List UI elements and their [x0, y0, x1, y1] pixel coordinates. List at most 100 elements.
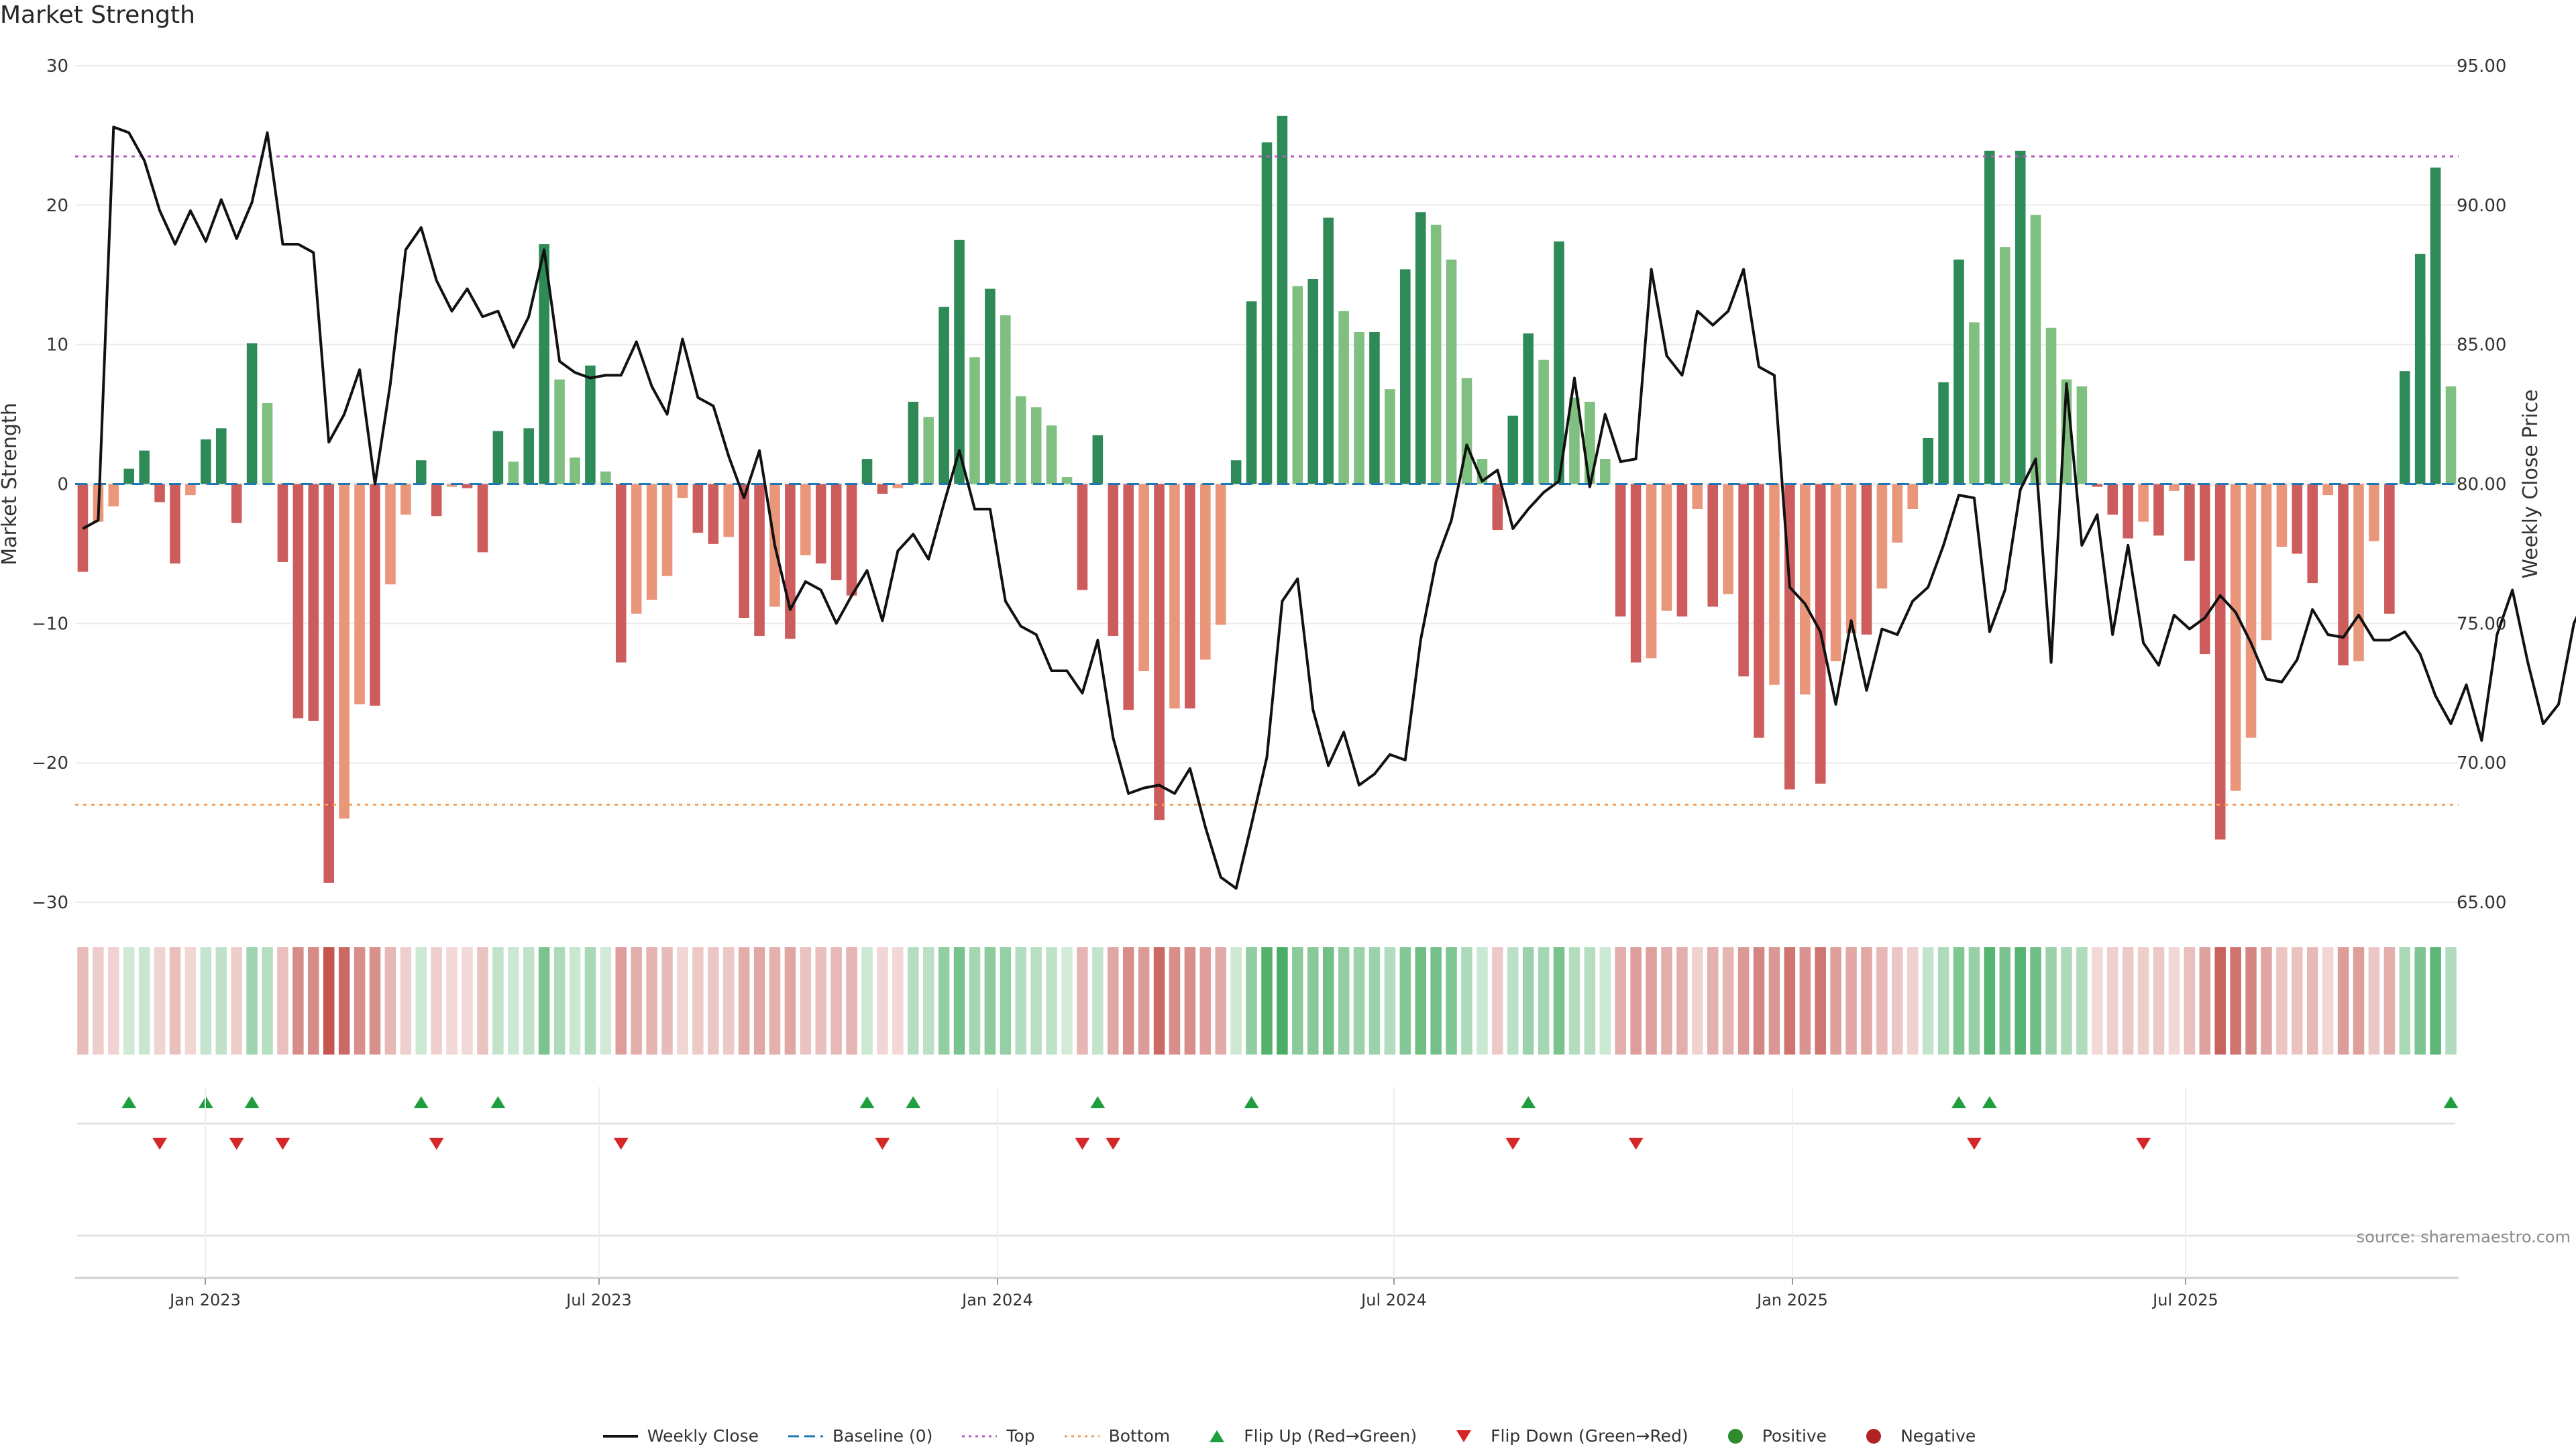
- heatmap-cell: [908, 947, 919, 1055]
- heatmap-cell: [1353, 947, 1365, 1055]
- heatmap-cell: [1430, 947, 1442, 1055]
- legend-label: Positive: [1762, 1426, 1827, 1446]
- strength-bar: [1769, 484, 1780, 685]
- heatmap-cell: [2214, 947, 2226, 1055]
- strength-bar: [1430, 224, 1442, 484]
- strength-bar: [1507, 415, 1519, 484]
- heatmap-cell: [1338, 947, 1350, 1055]
- heatmap-cell: [784, 947, 796, 1055]
- legend-item: Flip Down (Green→Red): [1444, 1426, 1688, 1446]
- strength-bar: [539, 244, 549, 484]
- legend-item: Positive: [1715, 1426, 1827, 1446]
- strength-bar: [2307, 484, 2318, 584]
- legend-label: Flip Down (Green→Red): [1491, 1426, 1688, 1446]
- strength-bar: [1630, 484, 1642, 663]
- strength-bar: [1830, 484, 1841, 661]
- strength-bar: [1754, 484, 1764, 738]
- heatmap-cell: [1169, 947, 1181, 1055]
- strength-bar: [2030, 215, 2041, 484]
- strength-bar: [2138, 484, 2149, 522]
- heatmap-cell: [369, 947, 381, 1055]
- strength-bar: [308, 484, 319, 721]
- heatmap-cell: [2199, 947, 2211, 1055]
- heatmap-cell: [2230, 947, 2241, 1055]
- legend-label: Top: [1006, 1426, 1035, 1446]
- strength-bar: [1123, 484, 1134, 710]
- legend-item: Weekly Close: [600, 1426, 759, 1446]
- x-tick-label: Jan 2023: [168, 1291, 241, 1309]
- heatmap-cell: [1277, 947, 1288, 1055]
- heatmap-cell: [2076, 947, 2088, 1055]
- heatmap-cell: [722, 947, 735, 1055]
- strength-bar: [585, 365, 596, 484]
- heatmap-cell: [538, 947, 550, 1055]
- strength-bar: [1615, 484, 1626, 616]
- heatmap-cell: [215, 947, 227, 1055]
- strength-bar: [262, 402, 273, 484]
- heatmap-cell: [600, 947, 612, 1055]
- heatmap-cell: [446, 947, 458, 1055]
- strength-bar: [846, 484, 857, 596]
- strength-bar: [1523, 333, 1534, 484]
- strength-bar: [1538, 360, 1549, 484]
- heatmap-cell: [1368, 947, 1381, 1055]
- heatmap-cell: [1845, 947, 1857, 1055]
- y-tick-label: 20: [46, 196, 68, 216]
- heatmap-cell: [1292, 947, 1303, 1055]
- strength-bar: [1046, 425, 1057, 484]
- heatmap-cell: [1815, 947, 1826, 1055]
- flip-down-marker: [1106, 1138, 1121, 1150]
- heatmap-cell: [1108, 947, 1119, 1055]
- y2-tick-label: 90.00: [2457, 196, 2506, 216]
- strength-bar: [570, 458, 580, 484]
- weekly-close-line: [82, 125, 2576, 890]
- legend-item: Bottom: [1062, 1426, 1170, 1446]
- strength-bar: [1861, 484, 1872, 635]
- heatmap-cell: [1307, 947, 1319, 1055]
- flip-up-marker: [859, 1096, 875, 1108]
- heatmap-cell: [384, 947, 396, 1055]
- heatmap-cell: [1415, 947, 1426, 1055]
- heatmap-cell: [1461, 947, 1472, 1055]
- heatmap-cell: [2399, 947, 2411, 1055]
- heatmap-cell: [1646, 947, 1657, 1055]
- strength-bar: [2045, 327, 2057, 484]
- heatmap-cell: [1784, 947, 1796, 1055]
- strength-bar: [431, 484, 442, 517]
- strength-bar: [354, 484, 365, 704]
- strength-bar: [1676, 484, 1688, 616]
- flip-down-marker: [429, 1138, 444, 1150]
- heatmap-cell: [1722, 947, 1734, 1055]
- heatmap-cell: [1937, 947, 1949, 1055]
- legend-item: Top: [959, 1426, 1035, 1446]
- strength-bar: [877, 484, 888, 494]
- strength-bar: [1646, 484, 1657, 659]
- strength-bar: [1400, 269, 1411, 484]
- heatmap-cell: [154, 947, 166, 1055]
- strength-bar: [477, 484, 488, 553]
- strength-bar: [1323, 217, 1334, 484]
- strength-bar: [1354, 331, 1364, 484]
- legend-label: Weekly Close: [647, 1426, 759, 1446]
- strength-bar: [815, 484, 826, 564]
- heatmap-cell: [338, 947, 350, 1055]
- heatmap-cell: [892, 947, 904, 1055]
- heatmap-cell: [1584, 947, 1596, 1055]
- axes: 30 95.00 20 90.00 10 85.00 0 80.00 −10 75.00 −20 70…: [0, 56, 2542, 913]
- y2-tick-label: 85.00: [2457, 335, 2506, 356]
- strength-bar: [1077, 484, 1088, 590]
- heatmap-cell: [246, 947, 258, 1055]
- strength-bar: [1108, 484, 1119, 637]
- x-tick-label: Jan 2025: [1756, 1291, 1828, 1309]
- strength-bar: [185, 484, 196, 496]
- flip-up-marker: [906, 1096, 921, 1108]
- strength-bar: [1907, 484, 1919, 509]
- strength-bar: [677, 484, 688, 498]
- strength-bar: [1307, 278, 1319, 484]
- strength-bar: [2076, 386, 2088, 484]
- heatmap-cell: [2245, 947, 2257, 1055]
- heatmap-cell: [323, 947, 335, 1055]
- y-tick-label: −20: [32, 753, 68, 773]
- strength-bar: [492, 431, 504, 484]
- strength-bar: [2292, 484, 2303, 554]
